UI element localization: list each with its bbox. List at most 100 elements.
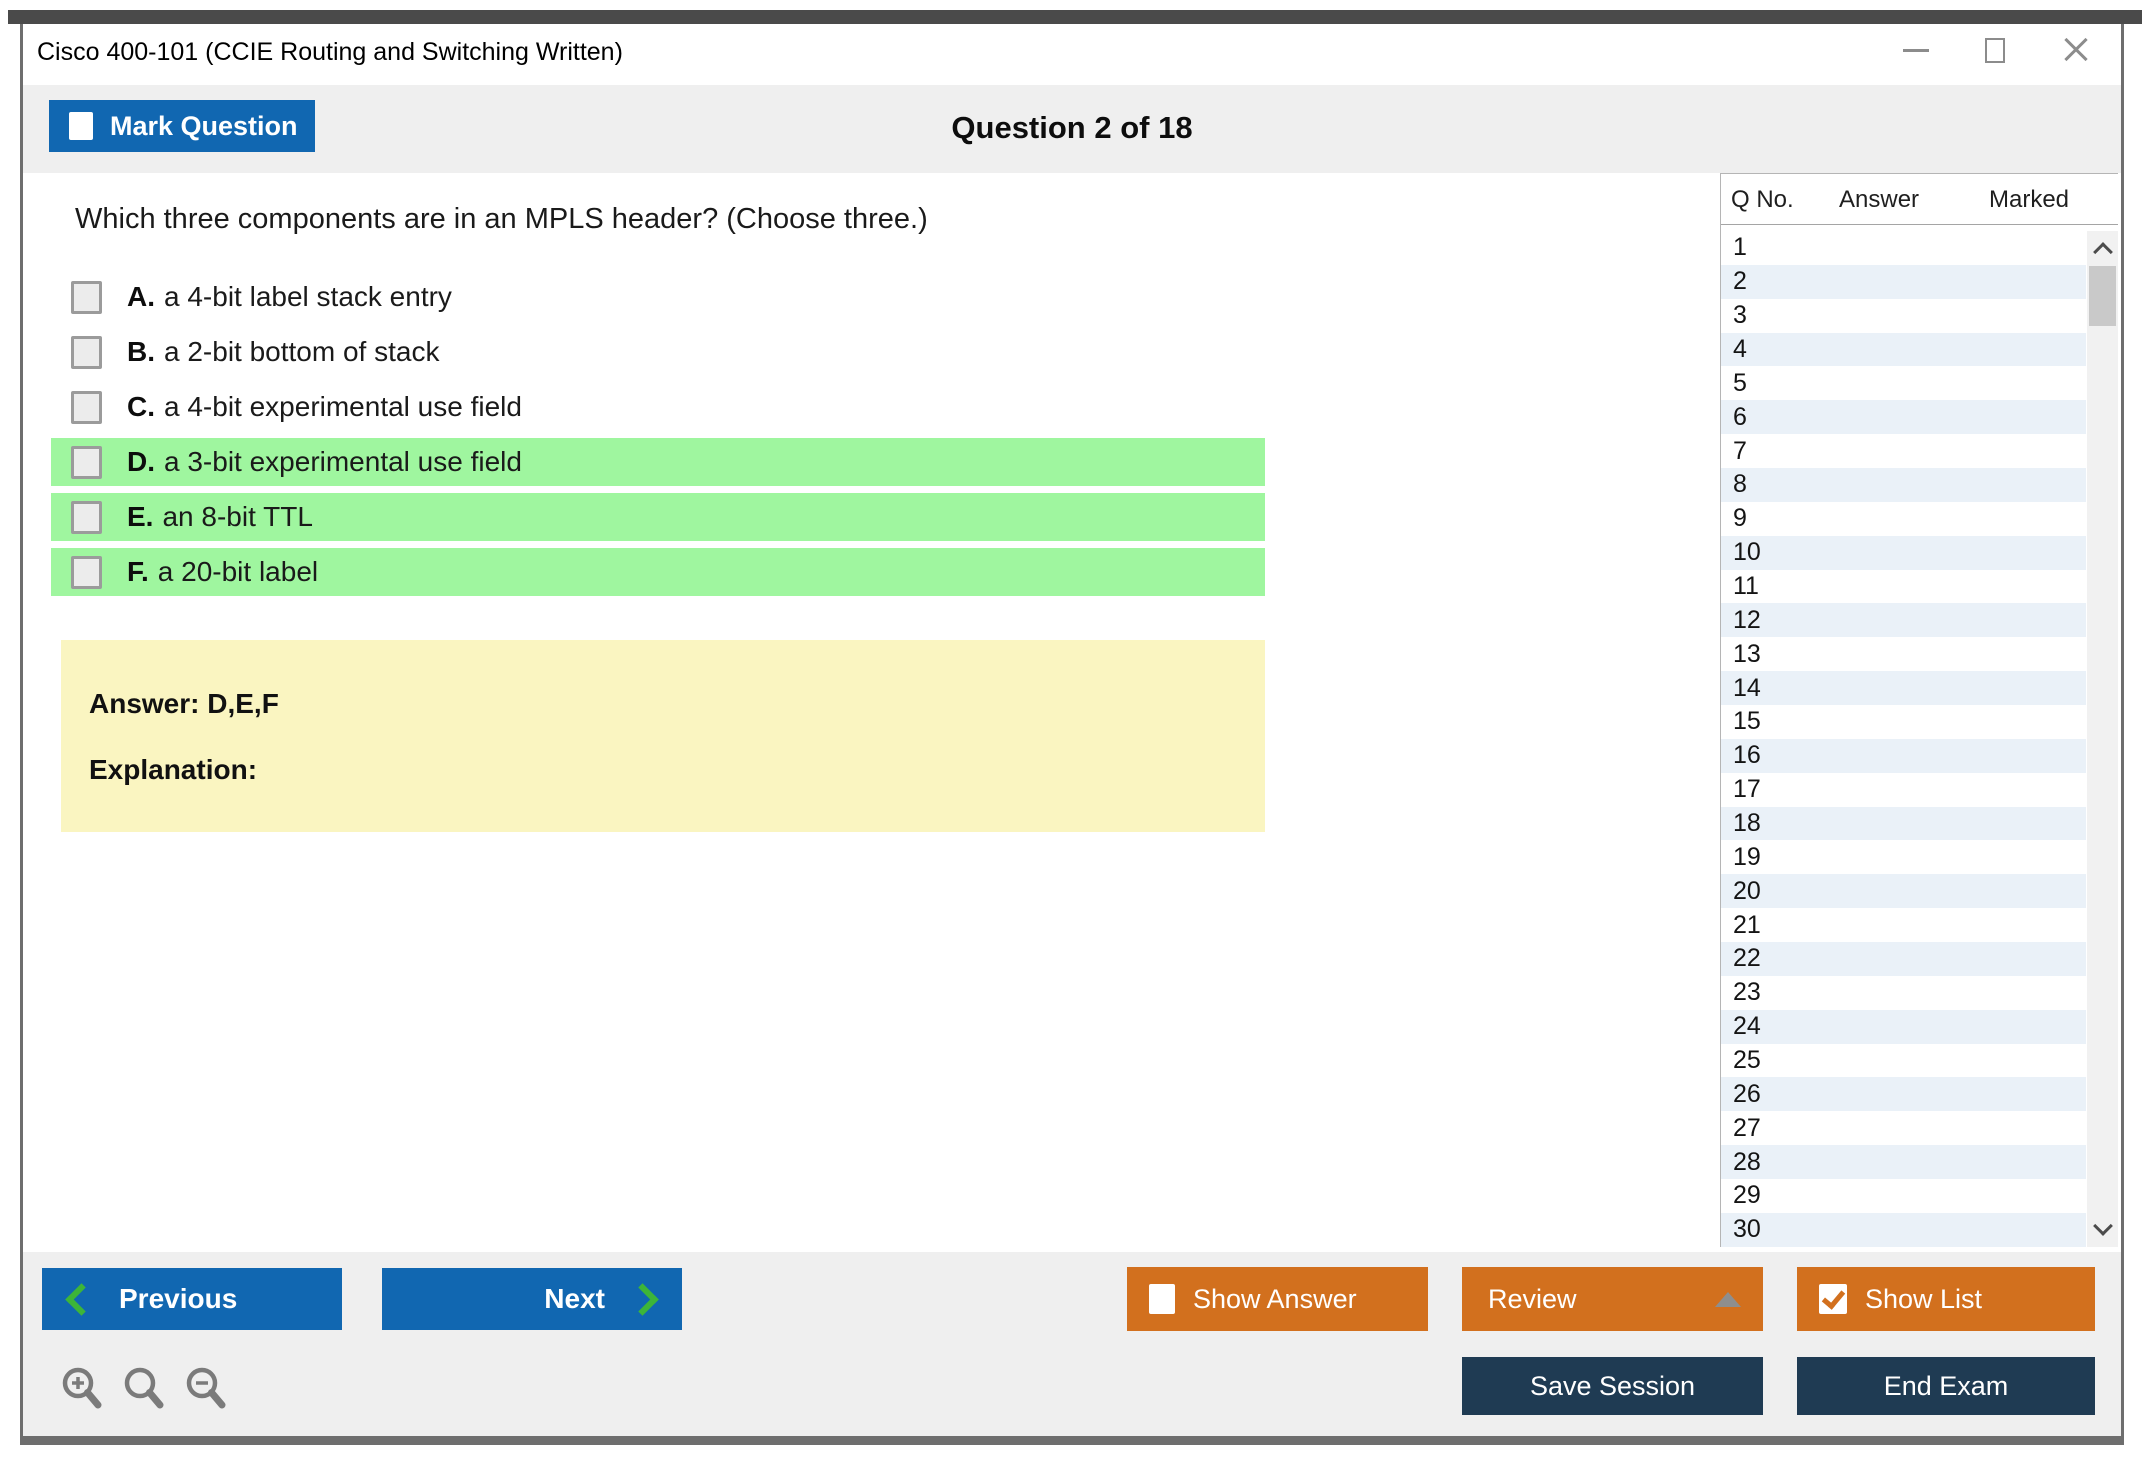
question-list-row[interactable]: 4 (1721, 332, 2086, 367)
scroll-down-icon[interactable] (2093, 1216, 2113, 1236)
header-band (23, 85, 2121, 173)
bottom-bar (23, 1252, 2121, 1436)
show-answer-button[interactable]: Show Answer (1127, 1267, 1428, 1331)
show-list-label: Show List (1865, 1283, 1983, 1314)
question-list-row[interactable]: 14 (1721, 671, 2086, 706)
zoom-toolbar (59, 1365, 229, 1413)
question-number: 2 (1733, 267, 1747, 296)
option-checkbox[interactable] (71, 555, 102, 589)
question-list-row[interactable]: 28 (1721, 1145, 2086, 1180)
end-exam-button[interactable]: End Exam (1797, 1357, 2095, 1415)
question-list-row[interactable]: 26 (1721, 1077, 2086, 1112)
explanation-label: Explanation: (89, 754, 258, 785)
left-chevron-icon (65, 1282, 98, 1316)
question-number: 3 (1733, 301, 1747, 330)
review-button[interactable]: Review (1462, 1267, 1763, 1331)
question-list-row[interactable]: 2 (1721, 264, 2086, 299)
question-list-row[interactable]: 30 (1721, 1212, 2086, 1247)
question-list-row[interactable]: 8 (1721, 468, 2086, 502)
zoom-out-icon[interactable] (183, 1365, 229, 1413)
question-list-row[interactable]: 6 (1721, 400, 2086, 435)
save-session-label: Save Session (1529, 1370, 1696, 1401)
question-number: 1 (1733, 233, 1747, 262)
sidebar-scrollbar[interactable] (2087, 231, 2118, 1247)
zoom-icon[interactable] (121, 1365, 167, 1413)
question-list-row[interactable]: 16 (1721, 738, 2086, 773)
question-number: 21 (1733, 910, 1761, 939)
question-list-row[interactable]: 5 (1721, 366, 2086, 400)
scrollbar-thumb[interactable] (2089, 266, 2116, 326)
question-number: 10 (1733, 538, 1761, 567)
question-list-row[interactable]: 12 (1721, 603, 2086, 638)
answer-option-row[interactable]: A. a 4-bit label stack entry (51, 273, 1265, 321)
question-list-row[interactable]: 21 (1721, 908, 2086, 942)
save-session-button[interactable]: Save Session (1462, 1357, 1763, 1415)
mark-question-checkbox-icon[interactable] (69, 112, 93, 140)
question-list-row[interactable]: 25 (1721, 1044, 2086, 1078)
question-list-row[interactable]: 23 (1721, 976, 2086, 1010)
answer-label: Answer: D,E,F (89, 688, 279, 719)
question-list-row[interactable]: 1 (1721, 231, 2086, 265)
answer-option-row[interactable]: D. a 3-bit experimental use field (51, 438, 1265, 486)
question-number: 18 (1733, 809, 1761, 838)
question-number: 28 (1733, 1147, 1761, 1176)
mark-question-button[interactable]: Mark Question (49, 100, 315, 152)
question-list-row[interactable]: 7 (1721, 434, 2086, 468)
answer-option-row[interactable]: F. a 20-bit label (51, 548, 1265, 596)
mark-question-label: Mark Question (110, 110, 298, 141)
show-answer-label: Show Answer (1193, 1283, 1357, 1314)
question-number: 14 (1733, 673, 1761, 702)
option-checkbox[interactable] (71, 335, 102, 369)
option-letter: E. (127, 501, 154, 532)
question-number: 12 (1733, 605, 1761, 634)
option-text: a 3-bit experimental use field (164, 446, 522, 477)
close-icon[interactable] (2061, 35, 2091, 65)
question-list-row[interactable]: 20 (1721, 874, 2086, 909)
question-counter: Question 2 of 18 (951, 110, 1193, 145)
option-letter: C. (127, 391, 155, 422)
scroll-up-icon[interactable] (2093, 242, 2113, 262)
exam-window: Cisco 400-101 (CCIE Routing and Switchin… (20, 12, 2124, 1445)
answer-option-row[interactable]: C. a 4-bit experimental use field (51, 383, 1265, 431)
question-number: 25 (1733, 1046, 1761, 1075)
minimize-icon[interactable] (1903, 48, 1929, 52)
question-list-row[interactable]: 19 (1721, 840, 2086, 874)
question-list-row[interactable]: 29 (1721, 1179, 2086, 1213)
question-list-row[interactable]: 10 (1721, 535, 2086, 570)
review-label: Review (1488, 1283, 1577, 1314)
zoom-in-icon[interactable] (59, 1365, 105, 1413)
question-list-row[interactable]: 9 (1721, 502, 2086, 536)
question-number: 24 (1733, 1012, 1761, 1041)
option-checkbox[interactable] (71, 280, 102, 314)
question-list-row[interactable]: 3 (1721, 299, 2086, 333)
question-list-row[interactable]: 24 (1721, 1009, 2086, 1044)
question-number: 30 (1733, 1215, 1761, 1244)
question-number: 6 (1733, 402, 1747, 431)
answer-option-row[interactable]: B. a 2-bit bottom of stack (51, 328, 1265, 376)
question-list-row[interactable]: 11 (1721, 570, 2086, 604)
question-list-row[interactable]: 22 (1721, 942, 2086, 976)
option-text: a 2-bit bottom of stack (164, 336, 440, 367)
question-list-row[interactable]: 13 (1721, 637, 2086, 671)
question-list-row[interactable]: 15 (1721, 705, 2086, 739)
question-list-row[interactable]: 18 (1721, 806, 2086, 841)
window-controls (1903, 15, 2091, 85)
show-answer-checkbox-icon[interactable] (1149, 1284, 1175, 1314)
show-list-button[interactable]: Show List (1797, 1267, 2095, 1331)
option-checkbox[interactable] (71, 500, 102, 534)
question-list-row[interactable]: 27 (1721, 1111, 2086, 1145)
next-button[interactable]: Next (382, 1268, 682, 1330)
answer-option-row[interactable]: E. an 8-bit TTL (51, 493, 1265, 541)
option-checkbox[interactable] (71, 445, 102, 479)
option-checkbox[interactable] (71, 390, 102, 424)
question-number: 9 (1733, 504, 1747, 533)
show-list-checkbox-icon[interactable] (1819, 1284, 1847, 1314)
option-letter: F. (127, 556, 149, 587)
question-number: 29 (1733, 1181, 1761, 1210)
window-top-edge (8, 10, 2142, 24)
question-number: 8 (1733, 470, 1747, 499)
previous-button[interactable]: Previous (42, 1268, 342, 1330)
maximize-icon[interactable] (1985, 37, 2005, 63)
question-list-row[interactable]: 17 (1721, 773, 2086, 807)
right-chevron-icon (626, 1282, 659, 1316)
